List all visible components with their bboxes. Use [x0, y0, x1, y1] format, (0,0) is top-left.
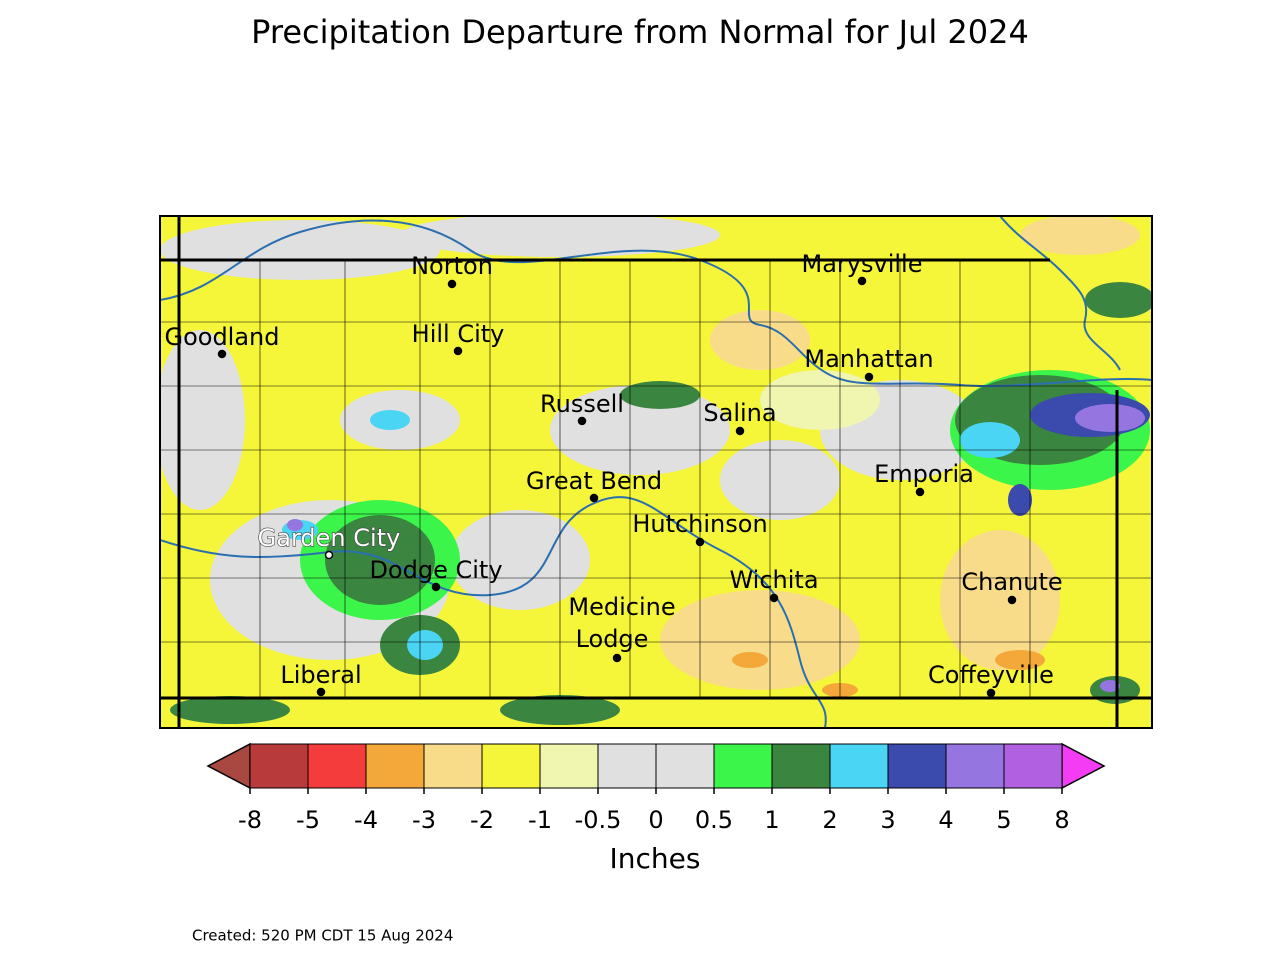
map-title: Precipitation Departure from Normal for … [251, 13, 1029, 51]
colorbar-tick-label: 0 [648, 806, 663, 834]
colorbar-tick-label: -1 [528, 806, 552, 834]
city-dot [769, 593, 779, 603]
city-dot [589, 493, 599, 503]
colorbar-tick-label: 3 [880, 806, 895, 834]
city-label: Russell [540, 390, 624, 418]
city-dot [735, 426, 745, 436]
colorbar-segment [365, 743, 425, 789]
colorbar-tick-label: 1 [764, 806, 779, 834]
city-label: Emporia [874, 460, 974, 488]
city-label: Great Bend [526, 467, 662, 495]
colorbar-tick-label: -3 [412, 806, 436, 834]
city-dot [431, 582, 441, 592]
city-dot [217, 349, 227, 359]
city-dot [1007, 595, 1017, 605]
colorbar-tick-label: -8 [238, 806, 262, 834]
city-dot [324, 550, 334, 560]
colorbar-tick-label: -0.5 [575, 806, 622, 834]
city-dot [857, 276, 867, 286]
city-dot [612, 653, 622, 663]
colorbar-tick-label: -2 [470, 806, 494, 834]
colorbar-segment [713, 743, 773, 789]
colorbar-segment [829, 743, 889, 789]
city-label: Chanute [961, 568, 1062, 596]
city-dot [864, 372, 874, 382]
city-label: Coffeyville [928, 661, 1054, 689]
colorbar-segment [1003, 743, 1063, 789]
footer: Created: 520 PM CDT 15 Aug 2024 [192, 927, 453, 945]
city-label: Marysville [802, 250, 923, 278]
colorbar-segment [597, 743, 657, 789]
colorbar-tick-label: -5 [296, 806, 320, 834]
colorbar-tick-label: 8 [1054, 806, 1069, 834]
city-label: Lodge [576, 625, 649, 653]
city-label: Garden City [258, 524, 401, 552]
city-dot [986, 688, 996, 698]
colorbar-tick-label: 4 [938, 806, 953, 834]
city-label: Salina [703, 399, 776, 427]
colorbar-tick-label: 2 [822, 806, 837, 834]
colorbar-extend-low [206, 742, 251, 790]
colorbar-segment [887, 743, 947, 789]
city-label: Liberal [280, 661, 361, 689]
colorbar-segment [249, 743, 309, 789]
colorbar-tick-label: 5 [996, 806, 1011, 834]
city-label: Hutchinson [632, 510, 767, 538]
map-frame [159, 215, 1153, 729]
city-label: Dodge City [369, 556, 502, 584]
city-dot [915, 487, 925, 497]
city-dot [453, 346, 463, 356]
city-label: Medicine [568, 593, 675, 621]
city-dot [447, 279, 457, 289]
colorbar-tick-label: 0.5 [695, 806, 733, 834]
colorbar-label: Inches [610, 842, 701, 875]
city-label: Manhattan [804, 345, 933, 373]
city-dot [316, 687, 326, 697]
city-label: Hill City [412, 320, 505, 348]
county-lines [160, 260, 1152, 698]
colorbar-segment [771, 743, 831, 789]
colorbar-segment [655, 743, 715, 789]
colorbar: -8 -5 -4 -3 -2 -1 -0.5 0 0.5 1 2 3 4 5 8 [206, 742, 1106, 834]
map-field [160, 216, 1152, 728]
state-border [160, 216, 1152, 728]
colorbar-segment [481, 743, 541, 789]
colorbar-segment [307, 743, 367, 789]
city-label: Norton [411, 252, 493, 280]
colorbar-extend-high [1061, 742, 1106, 790]
city-dot [695, 537, 705, 547]
colorbar-tick-label: -4 [354, 806, 378, 834]
colorbar-segment [539, 743, 599, 789]
colorbar-segment [423, 743, 483, 789]
city-label: Wichita [729, 566, 818, 594]
colorbar-segment [945, 743, 1005, 789]
city-layer: Norton Goodland Hill City Marysville Manhatt… [164, 250, 1063, 698]
city-dot [577, 416, 587, 426]
city-label: Goodland [164, 323, 279, 351]
